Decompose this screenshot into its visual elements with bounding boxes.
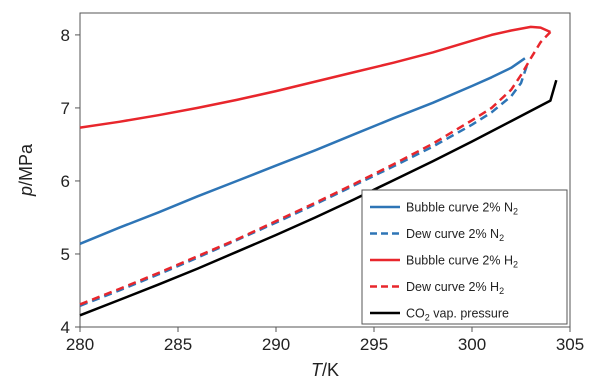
legend-label-text: vap. pressure bbox=[430, 307, 509, 321]
legend-label-text: Bubble curve 2% N bbox=[406, 201, 513, 215]
y-tick-label: 4 bbox=[61, 318, 70, 337]
x-axis-title: T/K bbox=[311, 360, 339, 380]
legend-label-1: Dew curve 2% N2 bbox=[406, 227, 504, 243]
legend-label-subscript: 2 bbox=[425, 313, 430, 323]
x-tick-label: 285 bbox=[164, 335, 192, 354]
y-tick-label: 6 bbox=[61, 172, 70, 191]
y-tick-label: 5 bbox=[61, 245, 70, 264]
legend-label-0: Bubble curve 2% N2 bbox=[406, 201, 518, 217]
legend-label-text: Bubble curve 2% H bbox=[406, 254, 513, 268]
x-tick-label: 280 bbox=[66, 335, 94, 354]
legend-label-subscript: 2 bbox=[513, 207, 518, 217]
legend-label-subscript: 2 bbox=[513, 260, 518, 270]
legend-box bbox=[361, 189, 568, 325]
legend-label-subscript: 2 bbox=[499, 233, 504, 243]
legend-label-text: CO bbox=[406, 307, 425, 321]
x-axis-ticks: 280 285 290 295 300 305 bbox=[66, 327, 584, 354]
legend-label-text: Dew curve 2% H bbox=[406, 280, 499, 294]
y-axis-title: p/MPa bbox=[16, 143, 36, 197]
y-axis-ticks: 4 5 6 7 8 bbox=[61, 26, 80, 337]
series-line-1 bbox=[79, 65, 529, 307]
y-tick-label: 8 bbox=[61, 26, 70, 45]
legend-label-2: Bubble curve 2% H2 bbox=[406, 254, 518, 270]
legend-label-3: Dew curve 2% H2 bbox=[406, 280, 504, 296]
y-tick-label: 7 bbox=[61, 99, 70, 118]
x-tick-label: 290 bbox=[262, 335, 290, 354]
series-line-2 bbox=[79, 25, 551, 129]
series-layer bbox=[79, 25, 558, 317]
plot-frame bbox=[79, 12, 571, 328]
series-line-4 bbox=[79, 79, 558, 317]
x-tick-label: 295 bbox=[360, 335, 388, 354]
legend-label-4: CO2 vap. pressure bbox=[406, 307, 509, 323]
series-line-0 bbox=[79, 57, 526, 245]
series-line-3 bbox=[79, 31, 552, 306]
x-tick-label: 305 bbox=[556, 335, 584, 354]
legend-label-subscript: 2 bbox=[499, 286, 504, 296]
x-tick-label: 300 bbox=[458, 335, 486, 354]
legend-label-text: Dew curve 2% N bbox=[406, 227, 499, 241]
